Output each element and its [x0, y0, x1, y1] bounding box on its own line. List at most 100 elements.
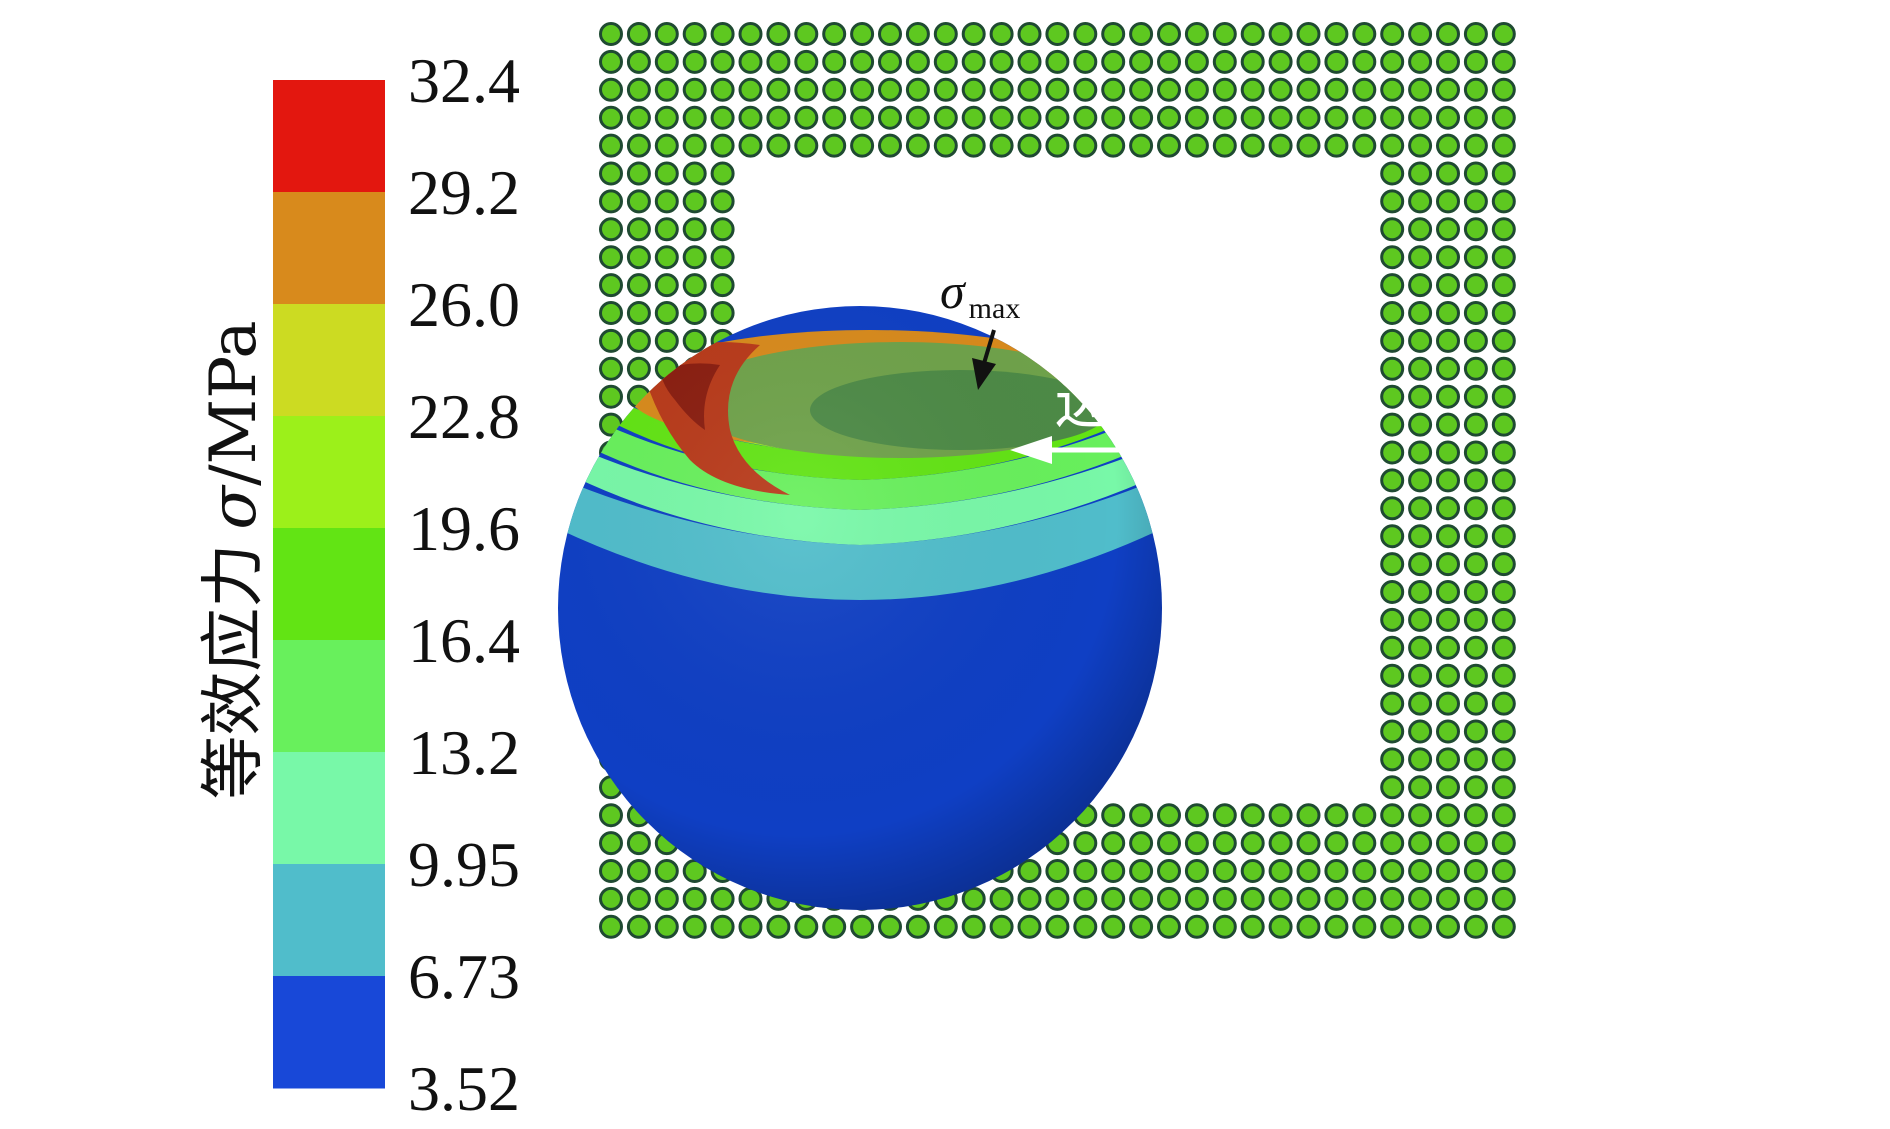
- array-solder-ball: [933, 133, 958, 158]
- colorbar-band: [273, 304, 385, 417]
- array-solder-ball: [1380, 273, 1405, 298]
- array-solder-ball: [1491, 635, 1516, 660]
- array-solder-ball: [710, 301, 735, 325]
- array-solder-ball: [1240, 831, 1265, 856]
- array-solder-ball: [1380, 831, 1405, 856]
- array-solder-ball: [626, 161, 651, 186]
- colorbar-title-symbol: σ: [197, 484, 271, 530]
- array-solder-ball: [1436, 22, 1460, 46]
- array-solder-ball: [1073, 105, 1098, 130]
- array-solder-ball: [599, 384, 623, 409]
- array-solder-ball: [1436, 273, 1460, 298]
- array-solder-ball: [933, 22, 958, 46]
- array-solder-ball: [1491, 747, 1516, 772]
- array-solder-ball: [1491, 859, 1516, 883]
- array-solder-ball: [1101, 803, 1126, 828]
- array-solder-ball: [905, 914, 930, 939]
- array-solder-ball: [599, 886, 623, 911]
- array-solder-ball: [1184, 831, 1209, 856]
- array-solder-ball: [1101, 105, 1126, 130]
- array-solder-ball: [1408, 245, 1433, 270]
- array-solder-ball: [626, 328, 651, 353]
- array-solder-ball: [1129, 22, 1154, 46]
- array-solder-ball: [654, 301, 679, 325]
- array-solder-ball: [794, 22, 819, 46]
- array-solder-ball: [738, 914, 763, 939]
- array-solder-ball: [1101, 77, 1126, 102]
- array-solder-ball: [1129, 831, 1154, 856]
- array-solder-ball: [1380, 356, 1405, 381]
- array-solder-ball: [738, 105, 763, 130]
- array-solder-ball: [1240, 859, 1265, 883]
- array-solder-ball: [654, 189, 679, 214]
- array-solder-ball: [626, 245, 651, 270]
- array-solder-ball: [1436, 524, 1460, 549]
- array-solder-ball: [1380, 384, 1405, 409]
- array-solder-ball: [599, 105, 623, 130]
- array-solder-ball: [1463, 245, 1488, 270]
- array-solder-ball: [1463, 133, 1488, 158]
- array-solder-ball: [599, 859, 623, 883]
- array-solder-ball: [822, 133, 847, 158]
- array-solder-ball: [1352, 914, 1377, 939]
- array-solder-ball: [1491, 468, 1516, 493]
- colorbar-band: [273, 752, 385, 865]
- colorbar-tick-label: 16.4: [408, 605, 520, 676]
- array-solder-ball: [1324, 133, 1349, 158]
- array-solder-ball: [1436, 747, 1460, 772]
- array-solder-ball: [1380, 663, 1405, 688]
- array-solder-ball: [1352, 859, 1377, 883]
- array-solder-ball: [1436, 105, 1460, 130]
- array-solder-ball: [1129, 133, 1154, 158]
- colorbar-tick-label: 3.52: [408, 1053, 520, 1124]
- critical-solder-ball: [558, 306, 1162, 910]
- array-solder-ball: [1324, 22, 1349, 46]
- array-solder-ball: [710, 245, 735, 270]
- array-solder-ball: [654, 133, 679, 158]
- array-solder-ball: [878, 133, 902, 158]
- colorbar-title: 等效应力 σ/MPa: [197, 320, 271, 799]
- array-solder-ball: [766, 914, 791, 939]
- array-solder-ball: [626, 77, 651, 102]
- array-solder-ball: [989, 22, 1014, 46]
- array-solder-ball: [626, 301, 651, 325]
- array-solder-ball: [599, 914, 623, 939]
- array-solder-ball: [1101, 133, 1126, 158]
- array-solder-ball: [1101, 886, 1126, 911]
- array-solder-ball: [1380, 580, 1405, 604]
- array-solder-ball: [682, 77, 707, 102]
- array-solder-ball: [626, 914, 651, 939]
- array-solder-ball: [1045, 859, 1070, 883]
- array-solder-ball: [1129, 914, 1154, 939]
- array-solder-ball: [654, 161, 679, 186]
- array-solder-ball: [1240, 22, 1265, 46]
- array-solder-ball: [1463, 77, 1488, 102]
- colorbar-title-cjk: 等效应力: [197, 544, 271, 800]
- colorbar-tick-label: 13.2: [408, 717, 520, 788]
- array-solder-ball: [1129, 49, 1154, 74]
- array-solder-ball: [599, 22, 623, 46]
- array-solder-ball: [1491, 607, 1516, 632]
- array-solder-ball: [1380, 77, 1405, 102]
- array-solder-ball: [961, 22, 986, 46]
- array-solder-ball: [1436, 468, 1460, 493]
- array-solder-ball: [1408, 607, 1433, 632]
- array-solder-ball: [626, 189, 651, 214]
- array-solder-ball: [1352, 803, 1377, 828]
- array-solder-ball: [1380, 691, 1405, 716]
- array-solder-ball: [682, 301, 707, 325]
- array-solder-ball: [822, 105, 847, 130]
- array-solder-ball: [1408, 105, 1433, 130]
- array-solder-ball: [1101, 831, 1126, 856]
- array-solder-ball: [1408, 496, 1433, 521]
- array-solder-ball: [654, 49, 679, 74]
- array-solder-ball: [738, 22, 763, 46]
- array-solder-ball: [1463, 49, 1488, 74]
- array-solder-ball: [599, 301, 623, 325]
- array-solder-ball: [794, 105, 819, 130]
- array-solder-ball: [1436, 245, 1460, 270]
- array-solder-ball: [905, 77, 930, 102]
- array-solder-ball: [1380, 496, 1405, 521]
- colorbar-band: [273, 528, 385, 641]
- array-solder-ball: [682, 217, 707, 242]
